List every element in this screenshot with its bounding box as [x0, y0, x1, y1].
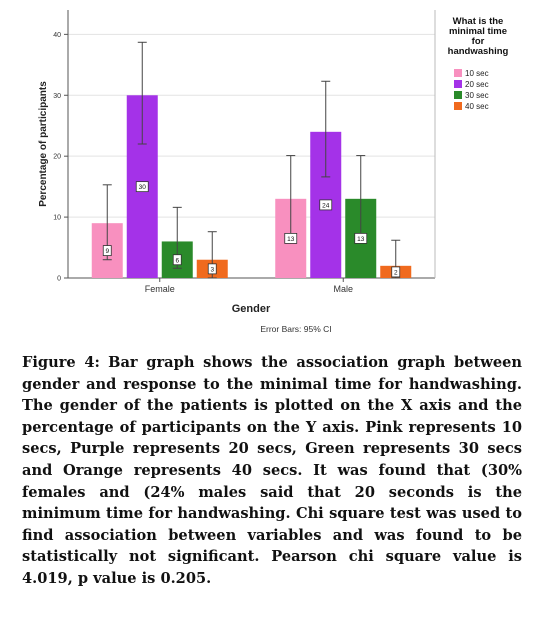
legend-label-20-sec: 20 sec: [465, 80, 489, 89]
legend-label-10-sec: 10 sec: [465, 69, 489, 78]
data-label-box: [284, 233, 298, 244]
legend-swatch-30-sec: [454, 91, 462, 99]
bar-chart: 0 10 20 30 40 9 30 6 3 13 24 13 2 Female Male Percen…: [38, 10, 509, 334]
y-tick-label: 40: [53, 32, 61, 39]
legend-title: What is the minimal time for handwashing: [448, 16, 509, 57]
y-tick-label: 30: [53, 93, 61, 100]
legend-label-30-sec: 30 sec: [465, 91, 489, 100]
y-axis-label: Percentage of participants: [38, 81, 49, 207]
data-label-box: [319, 199, 333, 211]
x-tick-label-male: Male: [333, 284, 353, 294]
figure-caption: Figure 4: Bar graph shows the associatio…: [22, 352, 522, 590]
data-label: 24: [322, 203, 330, 210]
y-tick-label: 0: [57, 276, 61, 283]
data-label-box: [354, 233, 368, 244]
error-bar-footnote: Error Bars: 95% CI: [260, 324, 331, 334]
caption-text: Bar graph shows the association graph be…: [22, 354, 522, 587]
legend-swatch-10-sec: [454, 69, 462, 77]
legend: What is the minimal time for handwashing 10…: [448, 16, 509, 111]
data-label-box: [102, 245, 112, 256]
data-label: 13: [357, 236, 365, 243]
data-label: 6: [175, 257, 179, 264]
data-label: 9: [105, 248, 109, 255]
x-axis-label: Gender: [232, 303, 271, 315]
plot-area: [68, 10, 435, 278]
legend-label-40-sec: 40 sec: [465, 102, 489, 111]
data-label: 30: [139, 184, 147, 191]
data-label: 13: [287, 236, 295, 243]
legend-swatch-40-sec: [454, 102, 462, 110]
data-label: 3: [210, 266, 214, 273]
y-tick-label: 10: [53, 215, 61, 222]
data-label: 2: [394, 270, 398, 277]
legend-swatch-20-sec: [454, 80, 462, 88]
x-tick-label-female: Female: [145, 284, 175, 294]
data-label-box: [135, 181, 149, 193]
data-label-box: [391, 266, 401, 278]
caption-label: Figure 4:: [22, 354, 100, 371]
data-label-box: [207, 263, 217, 275]
data-label-box: [172, 254, 182, 266]
y-tick-label: 20: [53, 154, 61, 161]
